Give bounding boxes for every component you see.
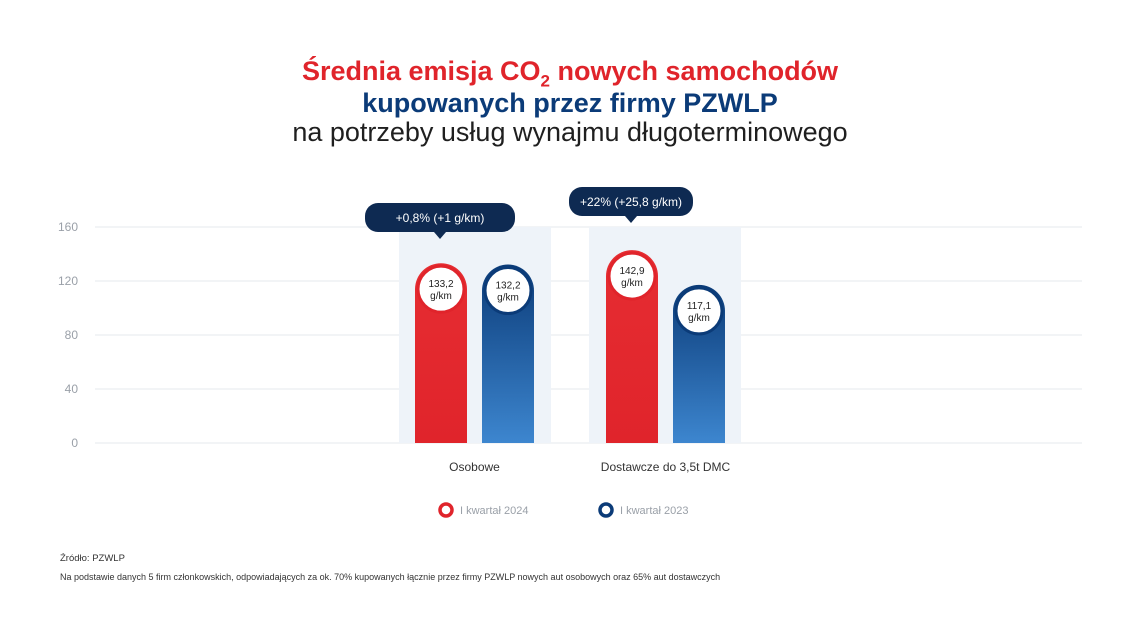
callout-label: +22% (+25,8 g/km): [580, 195, 682, 209]
bar-2024-unit-label: g/km: [621, 278, 643, 289]
bar-2024-value-label: 133,2: [428, 279, 453, 290]
chart-title-line1: Średnia emisja CO2 nowych samochodów: [0, 56, 1140, 91]
callout-pointer: [625, 216, 637, 223]
callout-label: +0,8% (+1 g/km): [396, 211, 485, 225]
callout-pointer: [434, 232, 446, 239]
y-tick-label: 120: [58, 274, 78, 288]
bar-2023-value-label: 117,1: [687, 301, 712, 312]
bar-2023-value-label: 132,2: [495, 281, 520, 292]
legend-marker: [598, 502, 614, 518]
y-tick-label: 160: [58, 220, 78, 234]
callout-box: [365, 203, 515, 232]
legend-marker: [438, 502, 454, 518]
x-category-label: Osobowe: [449, 460, 500, 474]
bar-2023-unit-label: g/km: [688, 313, 710, 324]
bar-2024-bubble: [607, 251, 657, 301]
legend-label: I kwartał 2024: [460, 505, 528, 517]
y-tick-label: 0: [71, 436, 78, 450]
title-tail: nowych samochodów: [550, 56, 839, 86]
bar-2023-unit-label: g/km: [497, 293, 519, 304]
y-tick-label: 40: [65, 382, 79, 396]
source-note: Źródło: PZWLP: [60, 553, 125, 564]
chart-title-line2: kupowanych przez firmy PZWLP: [362, 88, 778, 118]
methodology-note: Na podstawie danych 5 firm członkowskich…: [60, 572, 721, 582]
bar-2024-bubble: [416, 264, 466, 314]
legend-label: I kwartał 2023: [620, 505, 688, 517]
y-tick-label: 80: [65, 328, 79, 342]
bar-2024-value-label: 142,9: [619, 266, 644, 277]
bar-2024: [606, 250, 658, 443]
bar-2024-unit-label: g/km: [430, 291, 452, 302]
x-category-label: Dostawcze do 3,5t DMC: [601, 460, 731, 474]
callout-box: [569, 187, 693, 216]
bar-2023-bubble: [483, 266, 533, 316]
chart-title-line3: na potrzeby usług wynajmu długoterminowe…: [292, 117, 848, 147]
title-main: Średnia emisja CO: [301, 56, 541, 86]
title-subscript: 2: [540, 71, 551, 91]
bar-2023-bubble: [674, 286, 724, 336]
